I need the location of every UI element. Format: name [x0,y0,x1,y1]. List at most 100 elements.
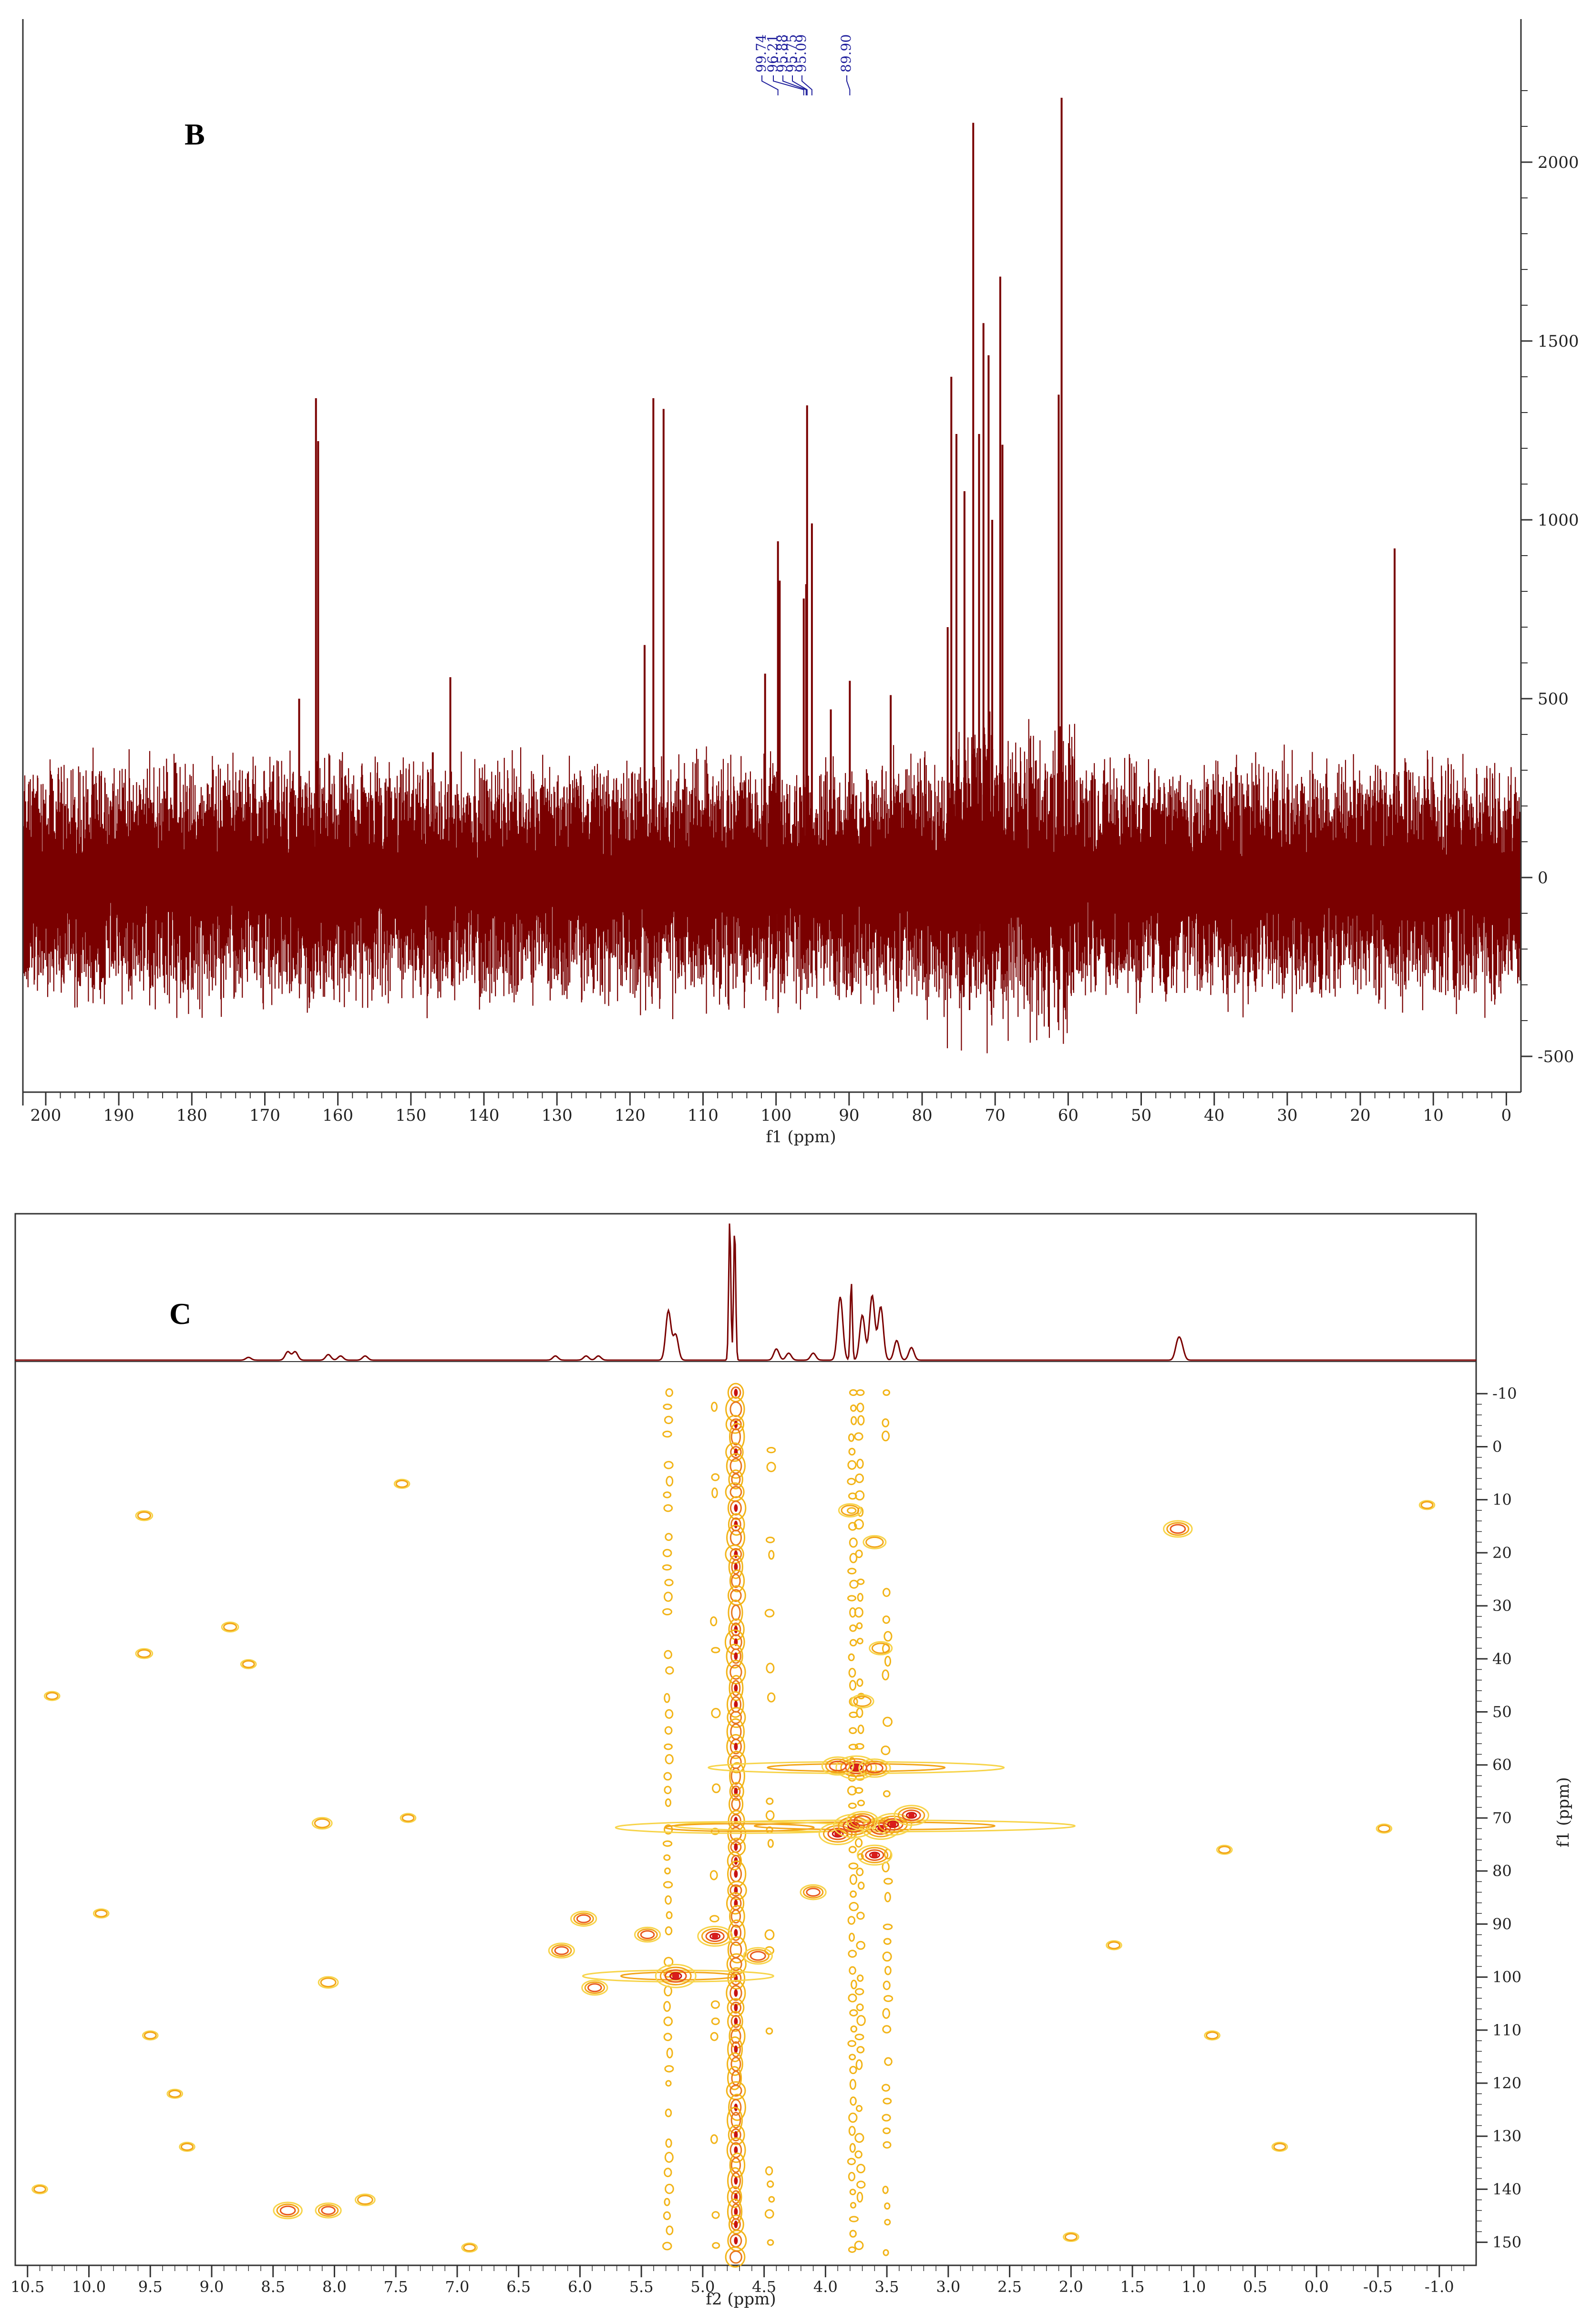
y-tick-label: 40 [1492,1650,1512,1668]
cross-peak [318,1976,339,1989]
x-tick-label: 0.0 [1304,2278,1329,2296]
cross-peak [166,2088,184,2099]
y-tick-label: 500 [1538,690,1569,709]
cross-peak [857,1844,893,1866]
cross-peak [135,1648,154,1659]
x-tick-label: 30 [1277,1106,1297,1125]
x-tick-label: 20 [1350,1106,1370,1125]
x-tick-label: 10.0 [72,2278,106,2296]
hsqc-contour-plot [31,1383,1436,2268]
x-tick-label: 10.5 [10,2278,44,2296]
x-tick-label: 190 [103,1106,134,1125]
cross-peak [393,1478,411,1489]
x-tick-label: 8.5 [261,2278,285,2296]
y-tick-label: 1500 [1538,332,1579,351]
x-tick-label: 10 [1423,1106,1444,1125]
cross-peak [1376,1823,1393,1834]
t1-noise-column [709,1402,721,2249]
cross-peak [743,1947,773,1965]
panel-c-label: C [169,1297,191,1331]
cross-peak [315,2202,342,2219]
x-tick-label: 150 [395,1106,426,1125]
x-tick-label: -0.5 [1363,2278,1393,2296]
cross-peak [697,1925,733,1947]
cross-peak [655,1963,697,1988]
x-tick-label: 70 [985,1106,1006,1125]
cross-peak [581,1980,608,1996]
x-tick-label: 6.5 [506,2278,531,2296]
cross-peak [821,1756,854,1776]
cross-peak [800,1884,827,1901]
cross-peak [1216,1845,1233,1855]
cross-peak [273,2201,303,2220]
x-tick-label: -1.0 [1425,2278,1454,2296]
cross-peak [1062,2231,1079,2242]
cross-peak [869,1641,893,1656]
y-tick-label: 50 [1492,1703,1512,1721]
proton-projection-trace [15,1223,1476,1362]
peak-label-leader [782,75,807,95]
y-tick-label: 60 [1492,1756,1512,1774]
cross-peak [838,1503,862,1518]
panel-b-label: B [185,117,205,151]
cross-peak [1106,1940,1122,1951]
cross-peak [461,2242,478,2253]
x-tick-label: 9.5 [138,2278,163,2296]
cross-peak [179,2141,195,2152]
cross-peak [570,1911,597,1927]
x-tick-label: 9.0 [200,2278,224,2296]
cross-peak [400,1813,417,1823]
x-tick-label: 0 [1501,1106,1512,1125]
x-tick-label: 120 [615,1106,646,1125]
y-tick-label: 140 [1492,2180,1521,2198]
y-tick-label: 150 [1492,2233,1521,2252]
y-tick-label: 0 [1492,1437,1502,1456]
x-tick-label: 140 [469,1106,500,1125]
y-tick-label: 1000 [1538,511,1579,530]
panel-c-hsqc-spectrum: C 10.5 10.0 9.5 9.0 8.5 8.0 7.5 7.0 6.5 6.0 5.5 5.0… [10,1213,1573,2309]
cross-peak [1418,1500,1436,1510]
y-tick-label: 10 [1492,1491,1512,1509]
y-tick-label: 110 [1492,2021,1521,2039]
noise-trace [23,711,1522,1054]
x-tick-label: 130 [542,1106,573,1125]
cross-peak [894,1805,929,1826]
y-tick-label: 120 [1492,2074,1521,2092]
x-tick-label: 2.0 [1059,2278,1083,2296]
cross-peak [634,1926,661,1943]
x-tick-label: 5.5 [629,2278,654,2296]
cross-peak [858,1758,891,1778]
x-tick-label: 0.5 [1243,2278,1267,2296]
cross-peak [92,1908,110,1919]
x-tick-label: 6.0 [568,2278,592,2296]
cross-peak [1271,2141,1288,2152]
cross-peak [1204,2030,1221,2041]
x-tick-label: 180 [176,1106,207,1125]
y-tick-label: -500 [1538,1047,1574,1066]
streak-band [615,1821,864,1834]
x-tick-label: 100 [760,1106,791,1125]
x-tick-label: 1.0 [1181,2278,1206,2296]
y-tick-label: 30 [1492,1597,1512,1615]
x-tick-label: 3.0 [936,2278,960,2296]
cross-peak [142,2030,159,2041]
panel-c-axes: 10.5 10.0 9.5 9.0 8.5 8.0 7.5 7.0 6.5 6.0 5.5 5.0 4.… [10,1362,1521,2296]
x-axis-label: f2 (ppm) [706,2290,776,2309]
peak-label: 96.21 [765,34,781,72]
cross-peak [311,1817,333,1830]
y-axis-label: f1 (ppm) [1554,1777,1573,1847]
projection-line [15,1223,1476,1361]
panel-b-axes: 200 190 180 170 160 150 140 130 120 110 100 90 80 70 6… [22,19,1579,1125]
cross-peak [240,1659,257,1669]
peak-label-leader [846,75,851,95]
x-tick-label: 40 [1204,1106,1224,1125]
peak-label-leader [773,75,804,95]
x-tick-label: 200 [30,1106,61,1125]
peak-label-leader [801,75,812,95]
x-tick-label: 4.0 [813,2278,838,2296]
t1-noise-column [724,1383,747,2268]
x-tick-label: 110 [688,1106,719,1125]
y-tick-label: 70 [1492,1809,1512,1827]
x-tick-label: 4.5 [752,2278,776,2296]
